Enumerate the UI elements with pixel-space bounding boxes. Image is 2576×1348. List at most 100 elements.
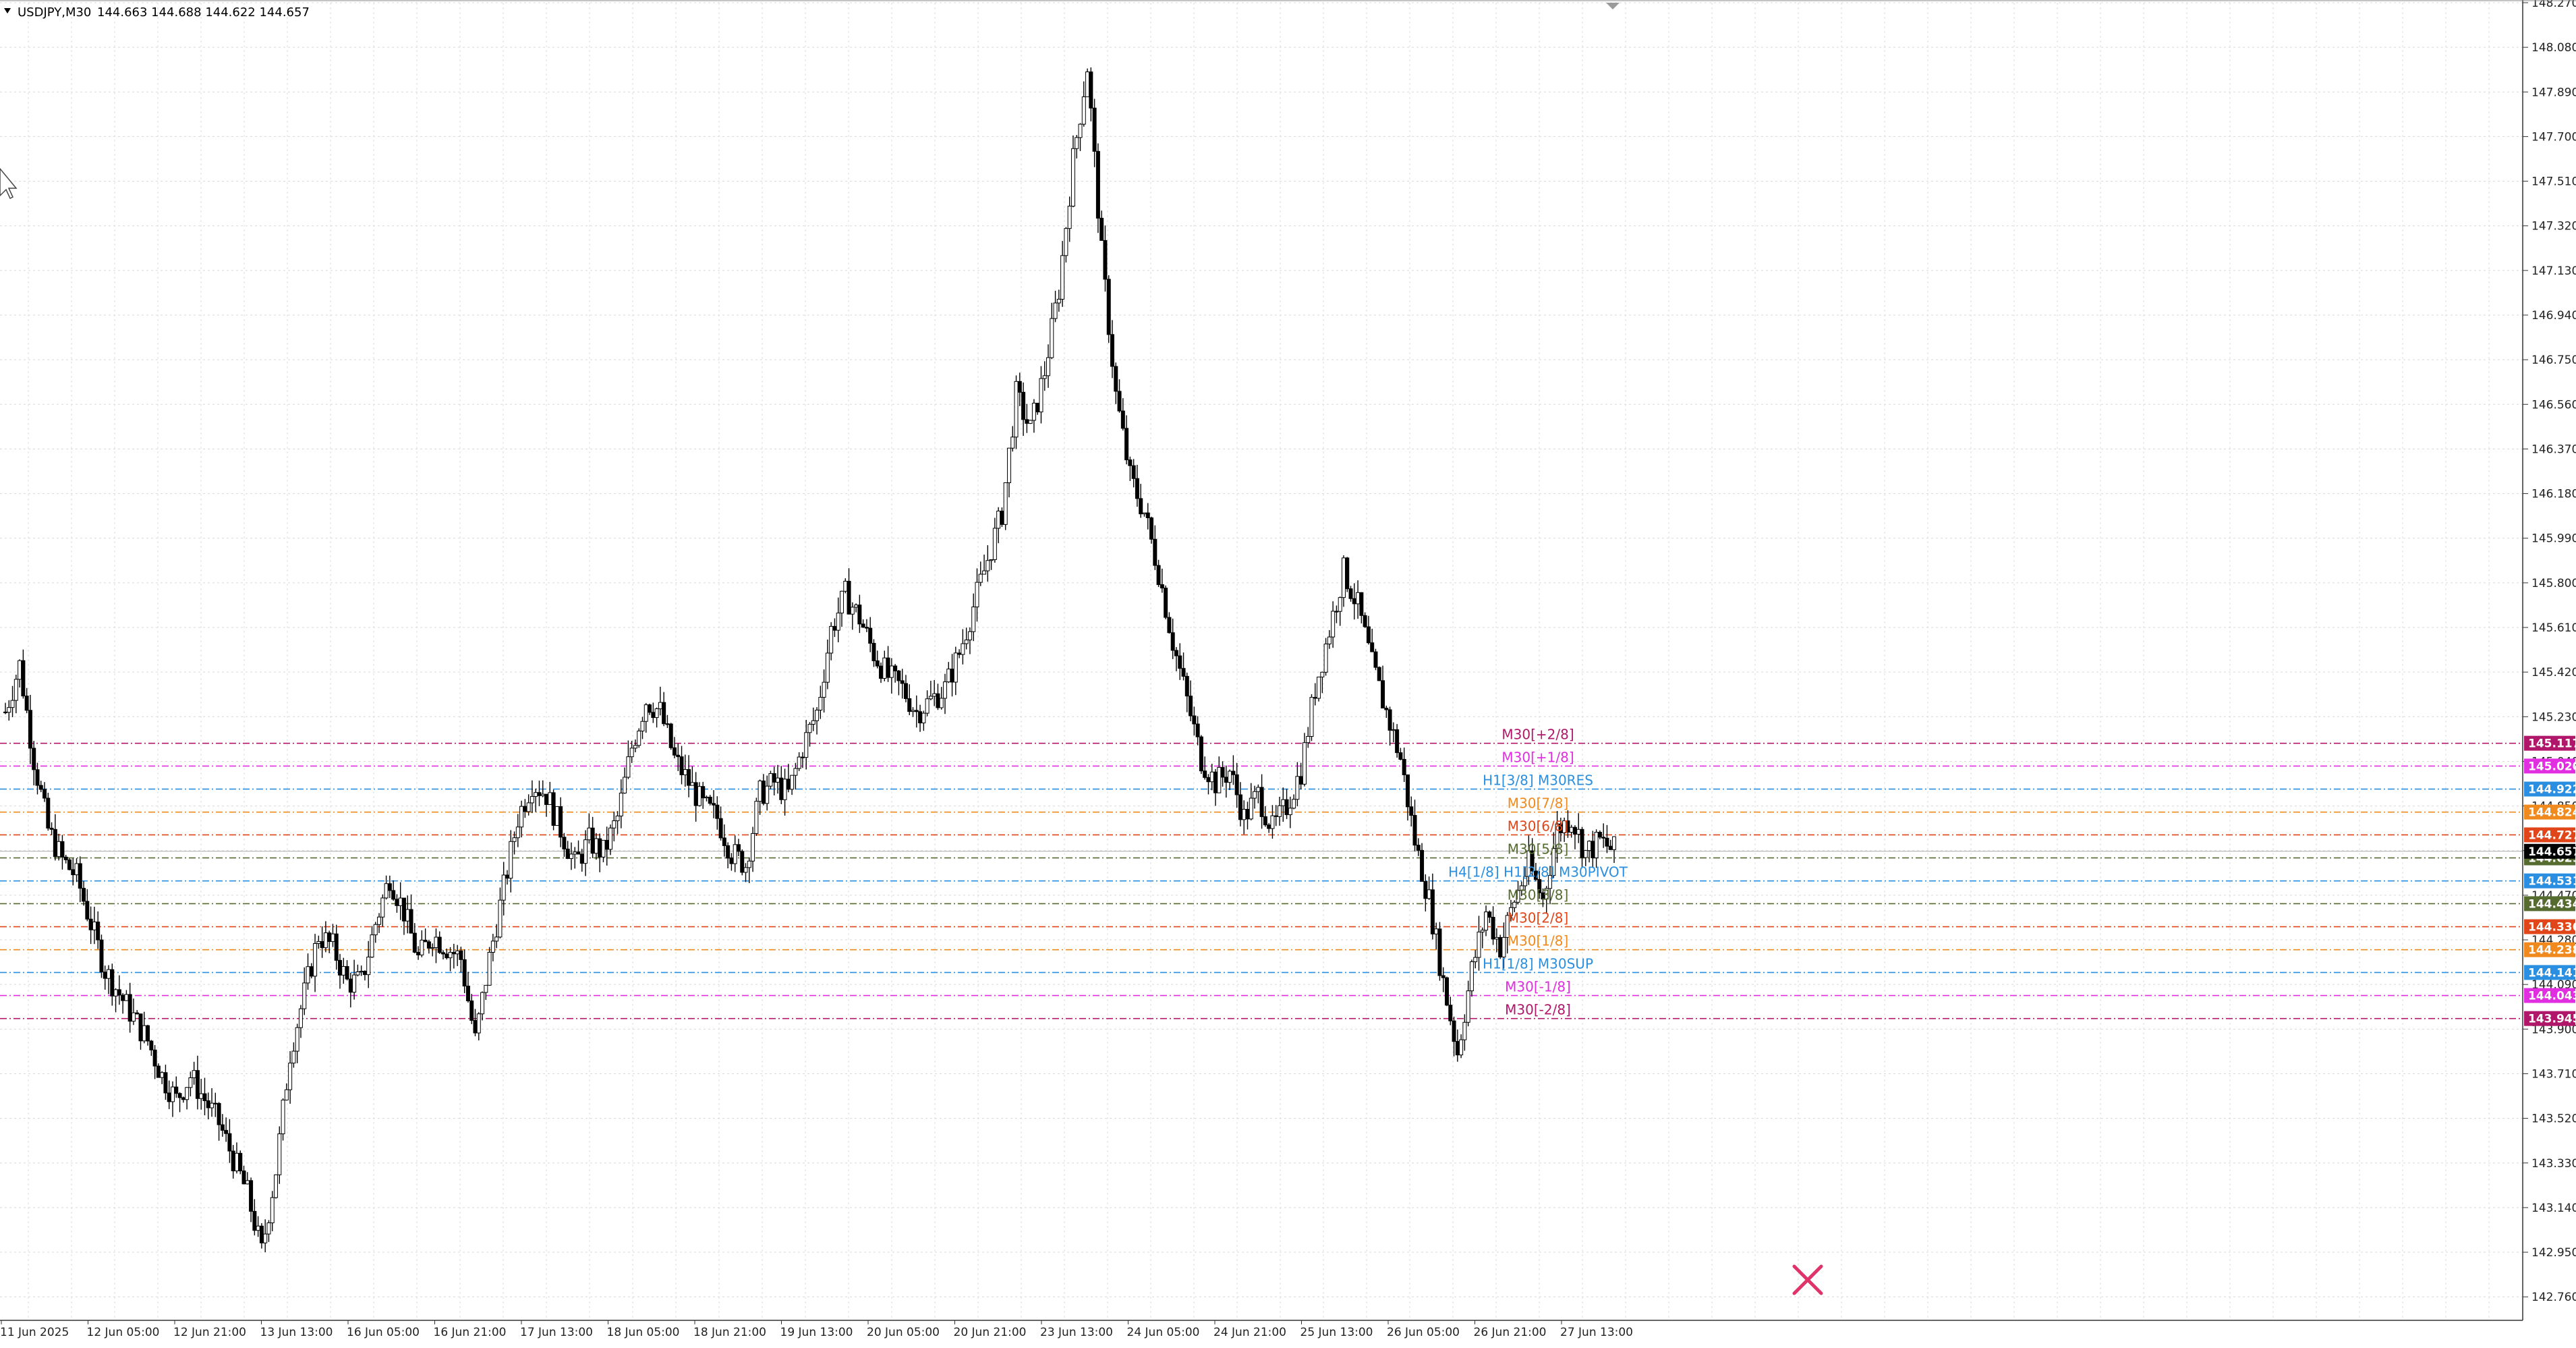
candle — [1398, 748, 1403, 761]
menu-triangle-icon[interactable] — [4, 8, 11, 13]
candle — [323, 921, 328, 953]
candle — [295, 1023, 299, 1063]
candle — [1042, 361, 1047, 391]
candle — [921, 710, 926, 731]
candle — [401, 897, 406, 935]
candle — [227, 1119, 232, 1163]
candle — [1387, 706, 1392, 746]
candle — [1199, 735, 1203, 775]
candle — [679, 746, 684, 785]
candle — [352, 959, 357, 1000]
candle — [825, 639, 830, 690]
candle — [231, 1145, 235, 1179]
candle — [1537, 870, 1542, 899]
candle — [146, 1024, 150, 1046]
candle — [1217, 756, 1222, 793]
candle — [1267, 822, 1271, 833]
candle — [188, 1071, 193, 1096]
candle — [1334, 605, 1339, 623]
candle — [181, 1096, 185, 1103]
candle — [1067, 196, 1072, 242]
candle — [1338, 596, 1342, 626]
candle — [537, 781, 542, 806]
candle — [135, 1010, 140, 1015]
price-tag: 145.020 — [2524, 758, 2576, 774]
candle — [829, 622, 834, 661]
candle — [484, 984, 488, 1001]
candle — [1381, 665, 1385, 709]
candle — [701, 781, 706, 809]
candle — [1583, 849, 1588, 866]
candle — [811, 707, 815, 731]
candle — [515, 814, 520, 847]
candle — [847, 568, 851, 615]
candle — [1135, 465, 1139, 507]
candle — [1601, 823, 1606, 848]
candle — [1245, 802, 1250, 830]
candle — [529, 780, 534, 814]
candle — [252, 1199, 257, 1236]
candle — [170, 1081, 175, 1117]
candle — [1566, 810, 1570, 838]
price-tag-text: 145.117 — [2528, 737, 2576, 751]
candle — [1306, 727, 1311, 748]
candle — [1189, 680, 1193, 722]
candle — [637, 728, 641, 748]
candle — [687, 755, 691, 797]
candle — [195, 1055, 200, 1110]
candle — [1594, 829, 1599, 868]
price-tag: 144.336 — [2524, 919, 2576, 934]
candle — [604, 826, 609, 866]
candle — [1480, 927, 1485, 949]
candle — [1153, 525, 1157, 570]
candle — [505, 870, 509, 885]
price-tag-text: 144.238 — [2528, 944, 2576, 957]
candle — [697, 782, 702, 807]
candle — [1356, 580, 1361, 619]
candle — [451, 943, 456, 969]
y-tick-label: 145.990 — [2531, 532, 2576, 546]
candle — [534, 788, 538, 812]
close-marker-icon[interactable] — [1792, 1264, 1823, 1295]
candle — [608, 824, 613, 855]
price-tag-text: 143.945 — [2528, 1013, 2576, 1026]
y-tick-label: 148.270 — [2531, 0, 2576, 10]
candle — [1003, 482, 1008, 530]
level-label: M30[7/8] — [1508, 795, 1569, 812]
candle — [1089, 67, 1093, 121]
candle — [1420, 843, 1425, 882]
candle — [1505, 911, 1510, 954]
candle — [1149, 516, 1154, 544]
candle — [462, 949, 467, 994]
scroll-shift-triangle-icon[interactable] — [1606, 3, 1620, 9]
price-tag-text: 144.336 — [2528, 921, 2576, 934]
price-tag-text: 144.141 — [2528, 966, 2576, 980]
candle — [49, 822, 54, 835]
candle — [843, 578, 848, 594]
candle — [839, 590, 844, 627]
price-tag-text: 144.531 — [2528, 875, 2576, 889]
price-tag: 144.824 — [2524, 804, 2576, 820]
candle — [217, 1102, 221, 1141]
candle — [1516, 880, 1520, 905]
candle — [142, 1011, 146, 1044]
candle — [1373, 648, 1378, 671]
candle — [1017, 372, 1022, 406]
candle — [331, 924, 335, 947]
price-tag: 144.727 — [2524, 827, 2576, 843]
candle — [946, 662, 951, 683]
x-tick-label: 23 Jun 13:00 — [1040, 1326, 1113, 1339]
price-tag: 144.531 — [2524, 873, 2576, 889]
candle — [1448, 996, 1453, 1026]
candle — [1359, 592, 1364, 624]
candle — [939, 687, 944, 710]
candle — [1025, 403, 1029, 433]
candle — [1323, 638, 1328, 676]
candle — [1345, 557, 1350, 592]
candle — [1295, 762, 1300, 807]
candle — [152, 1045, 157, 1079]
price-tag: 144.043 — [2524, 988, 2576, 1003]
candle — [1366, 615, 1371, 645]
